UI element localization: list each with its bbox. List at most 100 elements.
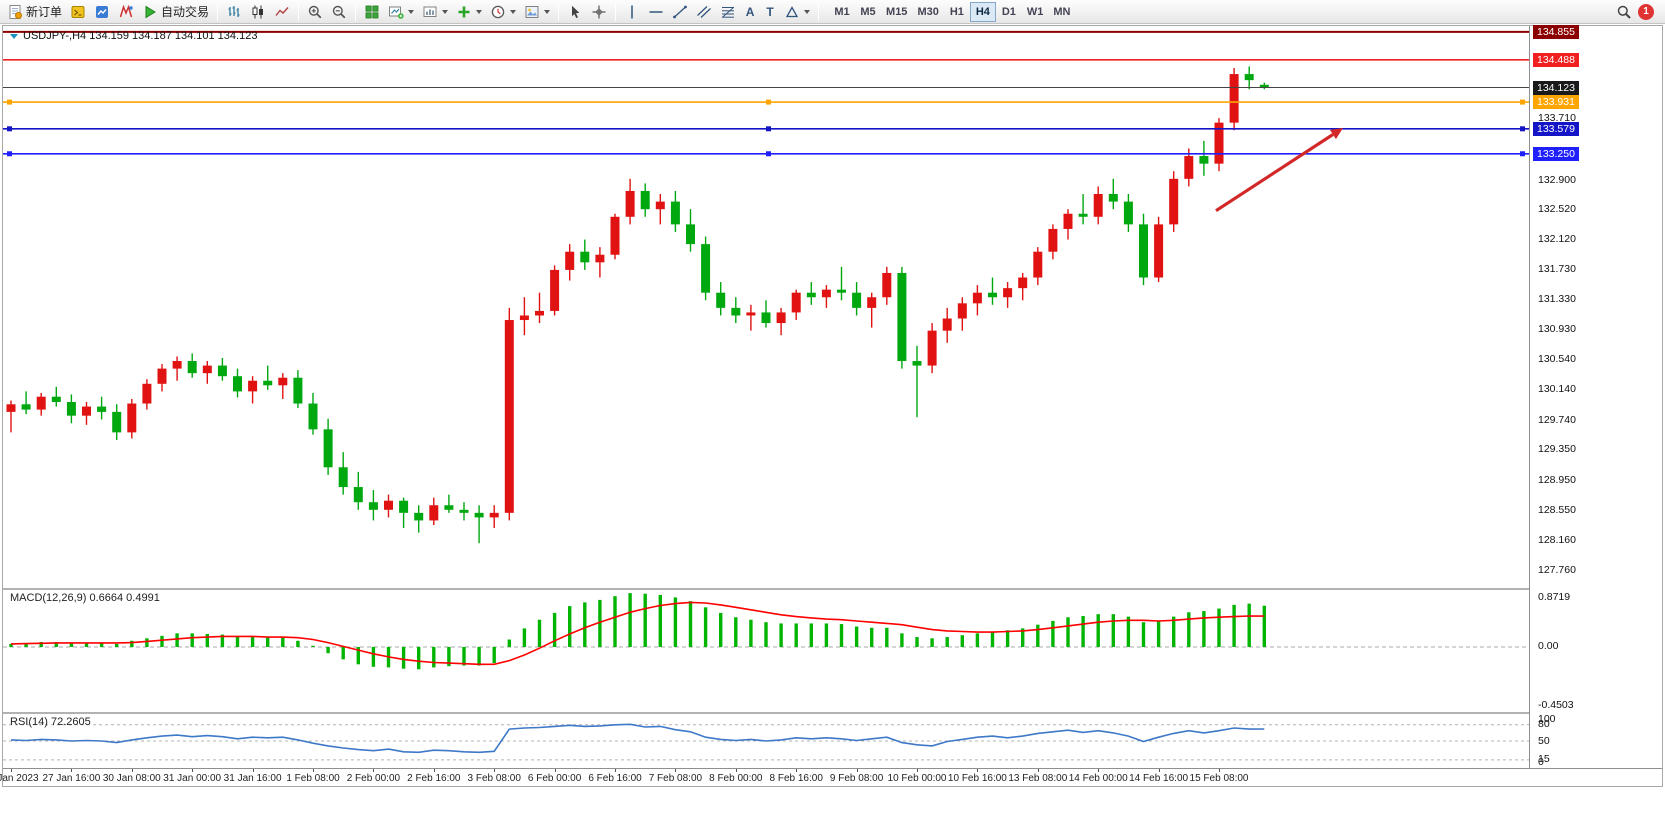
level-line-133.250[interactable] <box>3 151 1529 157</box>
zoom-in-button[interactable] <box>304 1 326 22</box>
price-tick: 130.540 <box>1538 353 1576 365</box>
equidistant-channel-button[interactable] <box>693 1 715 22</box>
time-label: 30 Jan 08:00 <box>102 773 161 784</box>
chart-bars-button[interactable] <box>223 1 245 22</box>
dropdown-caret-icon <box>510 9 517 14</box>
price-tick: 132.900 <box>1538 173 1576 186</box>
time-label: 1 Feb 08:00 <box>286 773 340 784</box>
new-chart-icon <box>388 4 404 20</box>
horizontal-line-button[interactable] <box>645 1 667 22</box>
time-tick <box>1158 769 1160 772</box>
time-label: 14 Feb 00:00 <box>1068 773 1128 784</box>
mql5-button[interactable] <box>91 1 113 22</box>
time-label: 31 Jan 16:00 <box>223 773 282 784</box>
search-button[interactable] <box>1613 1 1635 22</box>
tile-windows-icon <box>364 4 380 20</box>
chart-line-button[interactable] <box>271 1 293 22</box>
time-tick <box>675 769 677 772</box>
price-tick: 132.520 <box>1538 202 1576 215</box>
timeframe-h4-button[interactable]: H4 <box>969 1 996 22</box>
time-tick <box>433 769 435 772</box>
dropdown-caret-icon <box>408 9 415 14</box>
rsi-line <box>10 723 1265 754</box>
templates-icon <box>524 4 540 20</box>
chart-candles-button[interactable] <box>247 1 269 22</box>
cursor-icon <box>567 4 583 20</box>
templates-button[interactable] <box>521 1 553 22</box>
timeframe-m1-button[interactable]: M1 <box>829 2 855 22</box>
main-chart-canvas[interactable] <box>3 27 1529 588</box>
price-tick: 133.710 <box>1538 112 1576 125</box>
crosshair-button[interactable] <box>588 1 610 22</box>
notification-badge[interactable]: 1 <box>1638 3 1654 20</box>
time-label: 2 Feb 16:00 <box>407 773 461 784</box>
pane-divider[interactable] <box>3 712 1662 714</box>
macd-signal-line <box>10 601 1265 666</box>
toolbar-separator <box>298 2 300 21</box>
timeframe-d1-button[interactable]: D1 <box>996 2 1022 22</box>
price-tick: 131.330 <box>1538 293 1576 306</box>
time-tick <box>1219 769 1220 772</box>
time-tick <box>554 769 556 772</box>
toolbar-separator <box>217 2 219 21</box>
periods-icon <box>490 4 506 20</box>
dropdown-caret-icon <box>476 9 483 14</box>
main-toolbar: 新订单 自动交易 A T M1 M5 M15 M30 H1 H4 D1 W1 MN 1 <box>0 0 1665 24</box>
text-button[interactable]: A <box>741 1 759 22</box>
time-tick <box>1037 769 1039 772</box>
metaeditor-button[interactable] <box>67 1 89 22</box>
chart-bars-icon <box>226 4 242 20</box>
time-label: 8 Feb 00:00 <box>709 773 763 784</box>
macd-canvas[interactable] <box>3 590 1529 712</box>
timeframe-h1-button[interactable]: H1 <box>944 2 970 22</box>
timeframe-mn-button[interactable]: MN <box>1048 2 1075 22</box>
chart-title-text: USDJPY-,H4 134.159 134.187 134.101 134.1… <box>23 30 258 42</box>
fibonacci-button[interactable] <box>717 1 739 22</box>
price-level-badge: 133.579 <box>1533 121 1579 136</box>
time-label: 10 Feb 16:00 <box>947 773 1007 784</box>
indicators-button[interactable] <box>453 1 485 22</box>
chart-candles-icon <box>250 4 266 20</box>
timeframe-m30-button[interactable]: M30 <box>912 2 943 22</box>
rsi-label: RSI(14) 72.2605 <box>10 716 91 728</box>
autotrading-icon <box>142 4 158 20</box>
text-label-button[interactable]: T <box>761 1 779 22</box>
zoom-out-button[interactable] <box>328 1 350 22</box>
zoom-out-icon <box>331 4 347 20</box>
time-tick <box>796 769 798 772</box>
timeframe-w1-button[interactable]: W1 <box>1022 2 1049 22</box>
vertical-line-button[interactable] <box>621 1 643 22</box>
rsi-canvas[interactable] <box>3 714 1529 768</box>
trendline-button[interactable] <box>669 1 691 22</box>
macd-label: MACD(12,26,9) 0.6664 0.4991 <box>10 592 160 604</box>
level-line-133.931[interactable] <box>3 99 1529 105</box>
periods-button[interactable] <box>487 1 519 22</box>
pane-divider[interactable] <box>3 588 1662 590</box>
text-label: A <box>745 4 755 19</box>
timeframe-m5-button[interactable]: M5 <box>855 2 881 22</box>
level-line-133.579[interactable] <box>3 126 1529 132</box>
metaeditor-icon <box>70 4 86 20</box>
price-tick: 130.930 <box>1538 323 1576 336</box>
price-tick: 129.740 <box>1538 413 1576 426</box>
timeframe-m15-button[interactable]: M15 <box>881 2 912 22</box>
chart-window: USDJPY-,H4 134.159 134.187 134.101 134.1… <box>0 24 1663 787</box>
cursor-button[interactable] <box>564 1 586 22</box>
profiles-button[interactable] <box>419 1 451 22</box>
metaquotes-button[interactable] <box>115 1 137 22</box>
price-level-badge: 133.931 <box>1533 95 1579 110</box>
trend-arrow[interactable] <box>1215 127 1343 213</box>
new-chart-button[interactable] <box>385 1 417 22</box>
price-tick: 131.730 <box>1538 262 1576 275</box>
toolbar-separator <box>818 2 820 21</box>
autotrading-button[interactable]: 自动交易 <box>139 1 212 22</box>
tile-windows-button[interactable] <box>361 1 383 22</box>
new-order-button[interactable]: 新订单 <box>4 1 65 22</box>
price-axis[interactable]: 133.710 132.900 132.520 132.120 131.730 131.3… <box>1529 24 1662 768</box>
macd-axis-zero: 0.00 <box>1538 640 1559 653</box>
symbol-dropdown-icon[interactable] <box>10 33 18 39</box>
new-order-icon <box>7 4 23 20</box>
fibonacci-icon <box>720 4 736 20</box>
arrows-button[interactable] <box>781 1 813 22</box>
